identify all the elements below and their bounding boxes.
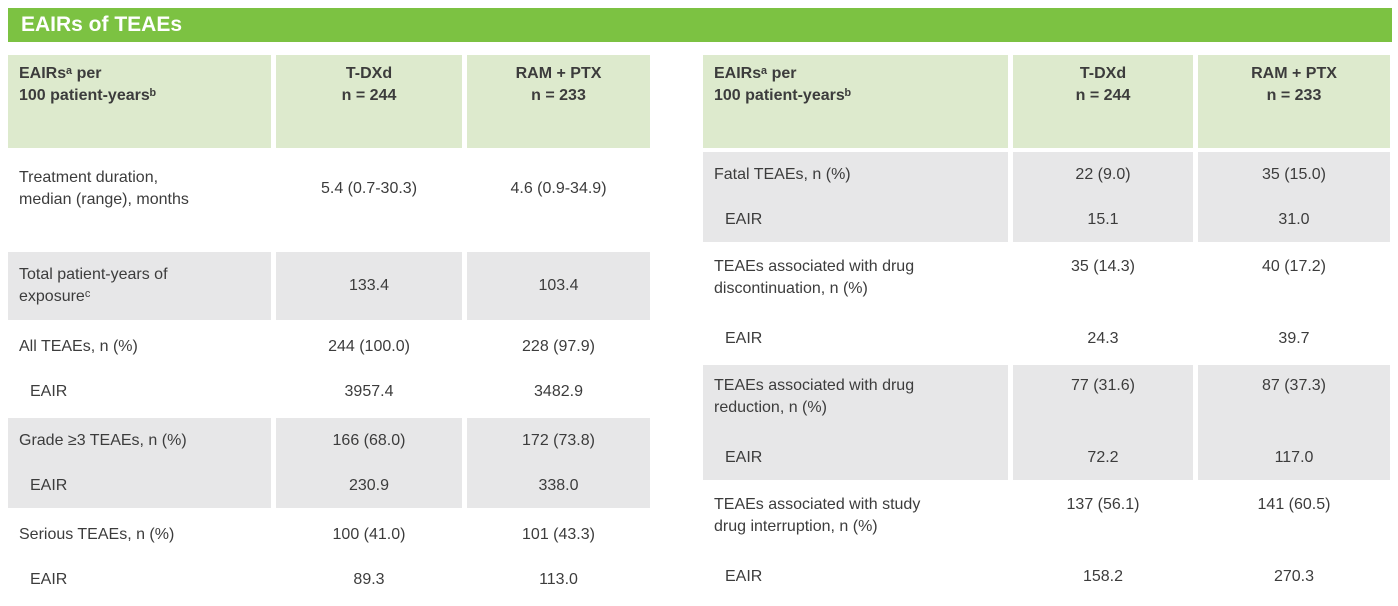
row-label: TEAEs associated with drug discontinuati… [714, 258, 915, 297]
table-row: Treatment duration, median (range), mont… [8, 152, 650, 248]
table-row: Grade ≥3 TEAEs, n (%) 166 (68.0) 172 (73… [8, 418, 650, 463]
right-table-header-group: EAIRsᵃ per 100 patient-yearsᵇ T-DXd n = … [703, 55, 1390, 148]
ram-ptx-value: 117.0 [1198, 435, 1390, 480]
row-group: TEAEs associated with study drug interru… [703, 484, 1390, 599]
ram-ptx-value: 103.4 [467, 252, 650, 320]
tdxd-value: 100 (41.0) [332, 525, 406, 543]
header-col-ram-ptx: RAM + PTX n = 233 [1198, 55, 1390, 148]
ram-ptx-value: 31.0 [1198, 197, 1390, 242]
table-row-eair: EAIR 24.3 39.7 [703, 316, 1390, 361]
ram-ptx-value: 113.0 [539, 570, 578, 588]
row-label: All TEAEs, n (%) [19, 337, 138, 355]
row-label: EAIR [725, 567, 763, 585]
table-row-eair: EAIR 230.9 338.0 [8, 463, 650, 508]
row-label: EAIR [703, 435, 1008, 480]
left-table: EAIRsᵃ per 100 patient-yearsᵇ T-DXd n = … [8, 55, 650, 606]
table-row: TEAEs associated with drug reduction, n … [703, 365, 1390, 435]
tdxd-value: 5.4 (0.7-30.3) [320, 180, 418, 198]
table-row-eair: EAIR 3957.4 3482.9 [8, 369, 650, 414]
row-label: TEAEs associated with drug reduction, n … [703, 365, 1008, 435]
header-col-tdxd: T-DXd n = 244 [1013, 55, 1193, 148]
row-group: TEAEs associated with drug discontinuati… [703, 246, 1390, 361]
header-col-ram-ptx: RAM + PTX n = 233 [467, 55, 650, 148]
ram-ptx-value: 338.0 [467, 463, 650, 508]
table-row: Total patient-years of exposureᶜ 133.4 1… [8, 252, 650, 320]
tdxd-value: 133.4 [276, 252, 462, 320]
ram-ptx-value: 35 (15.0) [1198, 152, 1390, 197]
ram-ptx-value: 3482.9 [534, 382, 583, 400]
tdxd-value: 35 (14.3) [1070, 258, 1136, 275]
row-group: All TEAEs, n (%) 244 (100.0) 228 (97.9) … [8, 324, 650, 414]
table-header-row: EAIRsᵃ per 100 patient-yearsᵇ T-DXd n = … [703, 55, 1390, 148]
row-label: Serious TEAEs, n (%) [19, 525, 175, 543]
row-label: Total patient-years of exposureᶜ [8, 252, 271, 320]
table-row: Serious TEAEs, n (%) 100 (41.0) 101 (43.… [8, 512, 650, 557]
ram-ptx-value: 101 (43.3) [522, 525, 595, 543]
row-label: TEAEs associated with study drug interru… [714, 496, 921, 535]
table-row: TEAEs associated with study drug interru… [703, 484, 1390, 554]
table-header-row: EAIRsᵃ per 100 patient-yearsᵇ T-DXd n = … [8, 55, 650, 148]
tdxd-value: 89.3 [353, 570, 385, 588]
row-label: EAIR [30, 570, 68, 588]
row-group: Grade ≥3 TEAEs, n (%) 166 (68.0) 172 (73… [8, 418, 650, 508]
table-row-eair: EAIR 72.2 117.0 [703, 435, 1390, 480]
ram-ptx-value: 270.3 [1273, 567, 1315, 585]
table-row-eair: EAIR 89.3 113.0 [8, 557, 650, 602]
row-group: Serious TEAEs, n (%) 100 (41.0) 101 (43.… [8, 512, 650, 602]
page-title: EAIRs of TEAEs [21, 13, 183, 36]
row-label: EAIR [725, 329, 763, 347]
header-label: EAIRsᵃ per 100 patient-yearsᵇ [8, 55, 271, 148]
tdxd-value: 72.2 [1013, 435, 1193, 480]
tdxd-value: 244 (100.0) [328, 337, 410, 355]
ram-ptx-value: 39.7 [1278, 329, 1310, 347]
right-table: EAIRsᵃ per 100 patient-yearsᵇ T-DXd n = … [703, 55, 1390, 603]
row-label: Grade ≥3 TEAEs, n (%) [8, 418, 271, 463]
row-label: Treatment duration, median (range), mont… [19, 169, 189, 208]
row-group: TEAEs associated with drug reduction, n … [703, 365, 1390, 480]
tdxd-value: 22 (9.0) [1013, 152, 1193, 197]
tdxd-value: 230.9 [276, 463, 462, 508]
ram-ptx-value: 4.6 (0.9-34.9) [510, 180, 607, 198]
tdxd-value: 158.2 [1082, 567, 1124, 585]
ram-ptx-value: 141 (60.5) [1257, 496, 1331, 513]
row-label: EAIR [703, 197, 1008, 242]
header-label: EAIRsᵃ per 100 patient-yearsᵇ [703, 55, 1008, 148]
tdxd-value: 77 (31.6) [1013, 365, 1193, 435]
ram-ptx-value: 87 (37.3) [1198, 365, 1390, 435]
table-row: TEAEs associated with drug discontinuati… [703, 246, 1390, 316]
tdxd-value: 3957.4 [344, 382, 394, 400]
header-col-tdxd: T-DXd n = 244 [276, 55, 462, 148]
tdxd-value: 137 (56.1) [1066, 496, 1140, 513]
ram-ptx-value: 228 (97.9) [522, 337, 595, 355]
slide-title-bar: EAIRs of TEAEs [8, 8, 1392, 42]
row-label: EAIR [8, 463, 271, 508]
table-row: Fatal TEAEs, n (%) 22 (9.0) 35 (15.0) [703, 152, 1390, 197]
row-group: Fatal TEAEs, n (%) 22 (9.0) 35 (15.0) EA… [703, 152, 1390, 242]
tdxd-value: 166 (68.0) [276, 418, 462, 463]
table-row-eair: EAIR 15.1 31.0 [703, 197, 1390, 242]
table-row-eair: EAIR 158.2 270.3 [703, 554, 1390, 599]
row-group: Total patient-years of exposureᶜ 133.4 1… [8, 252, 650, 320]
table-row: All TEAEs, n (%) 244 (100.0) 228 (97.9) [8, 324, 650, 369]
tdxd-value: 24.3 [1087, 329, 1119, 347]
left-table-header-group: EAIRsᵃ per 100 patient-yearsᵇ T-DXd n = … [8, 55, 650, 148]
ram-ptx-value: 40 (17.2) [1261, 258, 1327, 275]
row-label: EAIR [30, 382, 68, 400]
tdxd-value: 15.1 [1013, 197, 1193, 242]
row-label: Fatal TEAEs, n (%) [703, 152, 1008, 197]
row-group: Treatment duration, median (range), mont… [8, 152, 650, 248]
ram-ptx-value: 172 (73.8) [467, 418, 650, 463]
